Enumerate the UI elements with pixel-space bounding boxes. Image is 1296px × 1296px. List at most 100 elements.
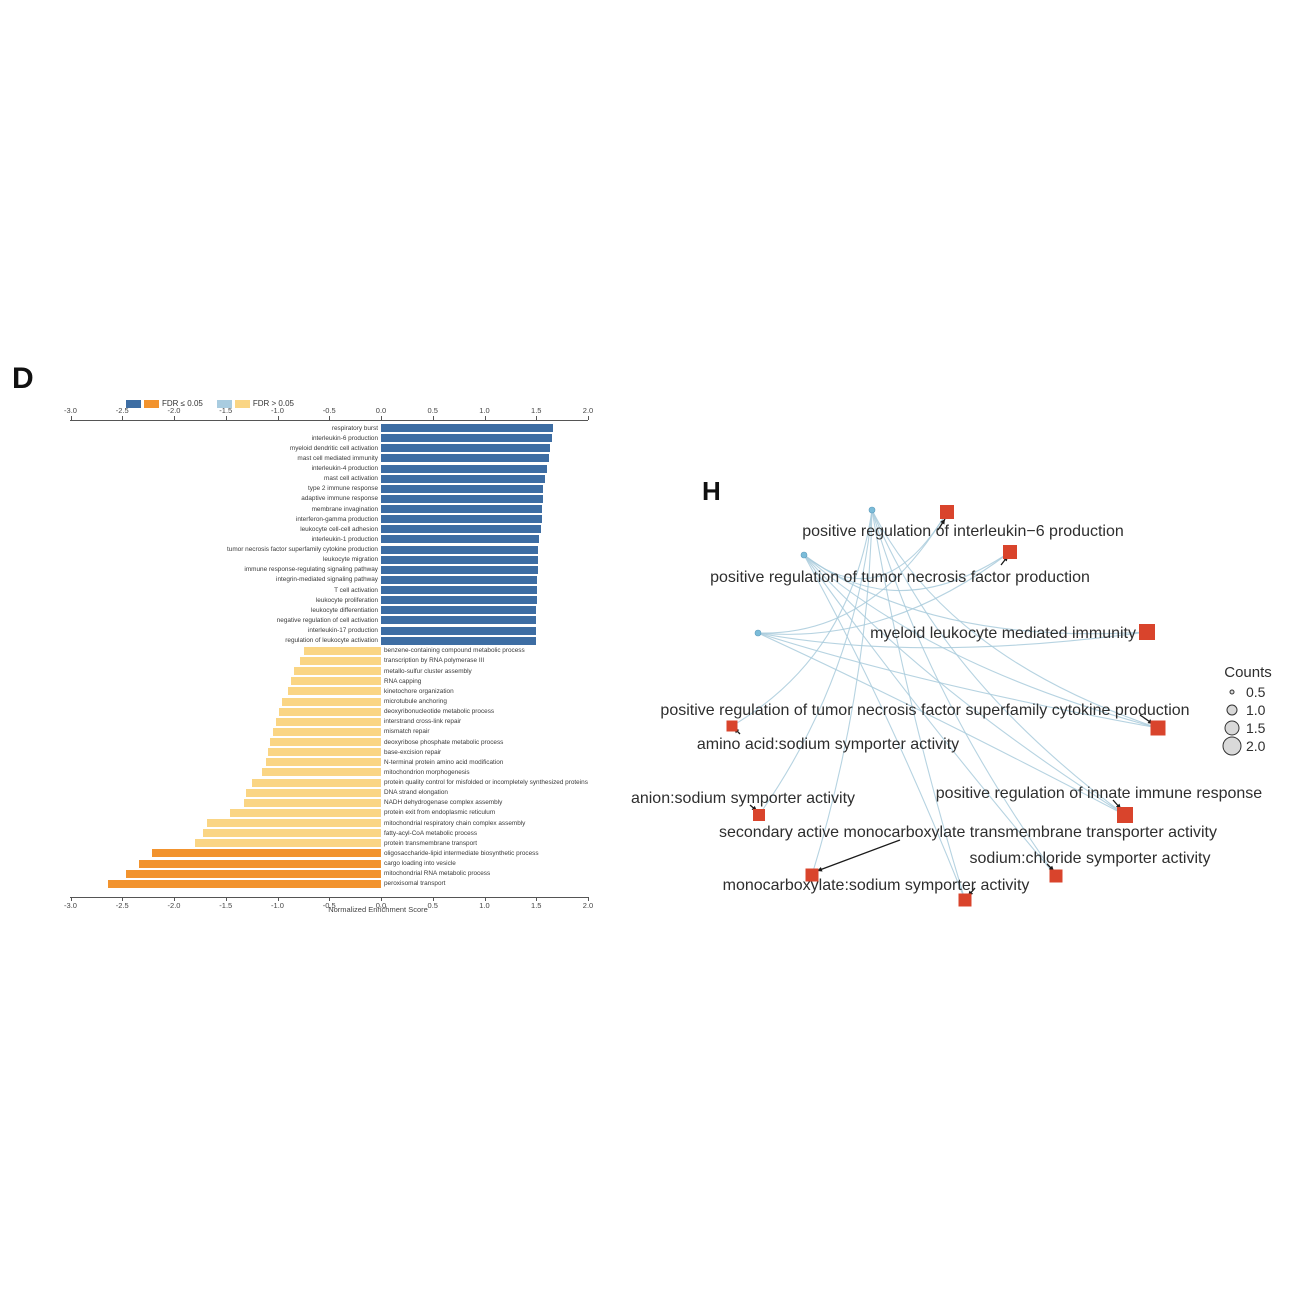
fdr-legend: FDR ≤ 0.05 FDR > 0.05 (126, 399, 294, 408)
network-edge (803, 554, 1159, 729)
bar-label: leukocyte differentiation (310, 606, 378, 614)
axis-tick-label: -2.0 (167, 406, 181, 415)
bar-label: mismatch repair (384, 728, 430, 736)
network-edge (757, 632, 1126, 816)
bar-label: N-terminal protein amino acid modificati… (384, 758, 504, 766)
fdr-nonsignificant-label: FDR > 0.05 (252, 399, 294, 408)
axis-tick (536, 416, 538, 420)
swatch-blue (126, 399, 141, 408)
axis-tick (432, 416, 434, 420)
axis-tick (174, 897, 175, 901)
axis-tick-label: 0.0 (375, 901, 387, 910)
bar (381, 484, 544, 493)
term-node (805, 868, 819, 882)
network-edge (803, 554, 966, 901)
bar (152, 849, 381, 858)
bar (381, 494, 544, 503)
x-axis-title: Normalized Enrichment Score (328, 905, 428, 914)
bar (290, 677, 381, 686)
bar-label: mast cell activation (324, 475, 378, 483)
bar-label: adaptive immune response (301, 495, 378, 503)
bar (381, 545, 539, 554)
bar-label: deoxyribose phosphate metabolic process (384, 738, 504, 746)
network-edge (803, 554, 1148, 635)
swatch-lightblue (216, 399, 232, 408)
network-edge (871, 509, 966, 901)
bar (381, 515, 543, 524)
axis-tick-label: 1.0 (479, 901, 490, 910)
panel-h-label: H (702, 476, 721, 506)
bar (381, 535, 540, 544)
bar-label: regulation of leukocyte activation (285, 637, 378, 645)
bar-label: leukocyte proliferation (315, 596, 378, 604)
bar (381, 505, 543, 514)
bar-label: interleukin-6 production (311, 434, 378, 442)
bar-label: leukocyte migration (322, 556, 378, 564)
term-label: sodium:chloride symporter activity (970, 850, 1211, 867)
bar-label: DNA strand elongation (384, 789, 448, 797)
bar (126, 869, 381, 878)
bar (138, 859, 381, 868)
network-edge (871, 509, 1159, 729)
bar (381, 444, 550, 453)
bar-label: peroxisomal transport (384, 880, 446, 888)
bar-label: RNA capping (384, 677, 422, 685)
bar-label: myeloid dendritic cell activation (289, 444, 378, 452)
counts-legend-label: 2.0 (1246, 738, 1266, 754)
axis-tick (70, 416, 72, 420)
bar (194, 839, 381, 848)
term-node (1117, 807, 1133, 823)
term-label: secondary active monocarboxylate transme… (719, 824, 1217, 841)
bar (381, 474, 545, 483)
panel-d-label: D (12, 362, 34, 395)
network-edge (811, 509, 873, 876)
bar (381, 565, 539, 574)
term-node (726, 720, 738, 732)
axis-tick-label: -2.0 (167, 901, 181, 910)
bar (381, 596, 538, 605)
term-label: monocarboxylate:sodium symporter activit… (723, 877, 1030, 894)
bar (207, 819, 381, 828)
bar-label: microtubule anchoring (384, 698, 447, 705)
axis-tick-label: -0.5 (322, 901, 336, 910)
counts-legend-circle (1229, 689, 1235, 695)
axis-tick (70, 897, 72, 901)
bar-label: interstrand cross-link repair (384, 718, 462, 726)
axis-tick-label: -3.0 (64, 406, 77, 415)
network-edge (757, 631, 1148, 649)
axis-line-top (70, 420, 588, 421)
term-node (1049, 869, 1063, 883)
bar (287, 687, 381, 696)
bar-label: benzene-containing compound metabolic pr… (384, 647, 525, 655)
bar-label: interleukin-1 production (311, 535, 378, 543)
counts-legend-label: 1.0 (1246, 702, 1266, 718)
axis-tick (329, 897, 331, 901)
bar (261, 768, 381, 777)
axis-tick (381, 897, 382, 901)
network-edge (758, 509, 873, 816)
counts-legend-circle (1222, 736, 1242, 756)
counts-legend-label: 0.5 (1246, 684, 1266, 700)
axis-tick (225, 897, 227, 901)
leader-line (816, 839, 901, 872)
bar-label: mitochondrial respiratory chain complex … (384, 819, 526, 827)
axis-tick (122, 897, 124, 901)
bar-label: metallo-sulfur cluster assembly (384, 667, 472, 675)
bar-label: protein quality control for misfolded or… (384, 779, 588, 787)
bar-label: interleukin-4 production (311, 465, 378, 473)
bar-label: mitochondrial RNA metabolic process (384, 870, 491, 878)
bar-label: kinetochore organization (384, 687, 454, 695)
axis-tick-label: -0.5 (322, 406, 336, 415)
axis-tick-label: 1.0 (479, 406, 490, 415)
network-edge (803, 554, 1126, 816)
bar (381, 575, 538, 584)
axis-tick (381, 416, 382, 420)
axis-tick-label: 0.0 (375, 406, 387, 415)
term-node (940, 505, 954, 519)
axis-tick (588, 416, 589, 420)
axis-tick (432, 897, 434, 901)
bar-label: interferon-gamma production (295, 515, 378, 523)
bar (381, 606, 537, 615)
bar (202, 829, 381, 838)
